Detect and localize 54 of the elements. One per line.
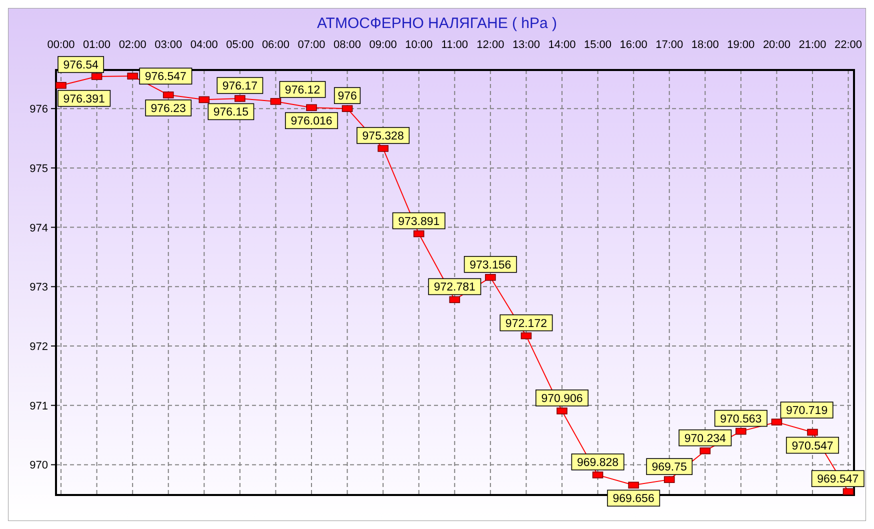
x-tick-label: 19:00 (727, 39, 755, 51)
data-label: 973.891 (398, 216, 440, 228)
x-tick-label: 08:00 (334, 39, 362, 51)
y-tick-label: 974 (30, 222, 48, 234)
x-tick-label: 14:00 (548, 39, 576, 51)
x-tick-label: 16:00 (620, 39, 648, 51)
x-tick-label: 03:00 (154, 39, 182, 51)
data-label: 970.234 (684, 432, 727, 445)
x-tick-label: 02:00 (118, 39, 146, 51)
x-tick-label: 17:00 (656, 39, 684, 51)
x-tick-label: 20:00 (762, 39, 790, 51)
x-tick-label: 09:00 (369, 39, 397, 51)
y-tick-label: 971 (30, 400, 48, 412)
data-label: 969.547 (817, 474, 859, 486)
data-label: 976.391 (63, 93, 105, 106)
y-tick-label: 976 (30, 104, 48, 116)
data-label: 976.15 (213, 106, 249, 119)
data-label: 970.563 (720, 413, 762, 426)
x-tick-label: 04:00 (190, 39, 218, 51)
data-label: 969.656 (612, 493, 654, 506)
data-label: 972.172 (505, 318, 547, 330)
data-label: 976.23 (150, 102, 186, 115)
x-tick-label: 18:00 (691, 39, 719, 51)
x-tick-label: 13:00 (512, 39, 540, 51)
x-tick-label: 21:00 (798, 39, 826, 51)
data-label: 976 (338, 90, 357, 103)
x-tick-label: 05:00 (226, 39, 254, 51)
data-label: 976.54 (63, 60, 99, 72)
data-label: 969.828 (576, 456, 619, 469)
data-label: 975.328 (362, 130, 404, 142)
x-tick-label: 07:00 (298, 39, 326, 51)
chart-title: АТМОСФЕРНО НАЛЯГАНЕ ( hPa ) (316, 15, 558, 32)
y-tick-label: 970 (30, 460, 48, 472)
data-label: 969.75 (652, 462, 687, 474)
x-tick-label: 00:00 (47, 39, 75, 51)
x-tick-label: 06:00 (262, 39, 290, 51)
x-tick-label: 22:00 (834, 39, 862, 51)
data-label: 973.156 (470, 259, 512, 272)
data-label: 970.547 (792, 440, 834, 452)
y-tick-label: 972 (30, 341, 48, 354)
y-tick-label: 975 (30, 162, 48, 175)
data-label: 970.719 (786, 405, 828, 418)
data-label: 976.016 (290, 116, 332, 128)
data-label: 976.547 (144, 71, 186, 84)
data-label: 976.17 (222, 80, 258, 92)
x-tick-label: 10:00 (405, 39, 433, 51)
x-tick-label: 15:00 (584, 39, 612, 51)
y-tick-label: 973 (30, 282, 48, 294)
x-tick-label: 01:00 (83, 39, 111, 51)
data-label: 970.906 (541, 392, 583, 405)
data-label: 976.12 (284, 84, 320, 96)
x-tick-label: 12:00 (476, 39, 504, 51)
x-tick-label: 11:00 (441, 39, 468, 51)
data-label: 972.781 (434, 282, 476, 294)
